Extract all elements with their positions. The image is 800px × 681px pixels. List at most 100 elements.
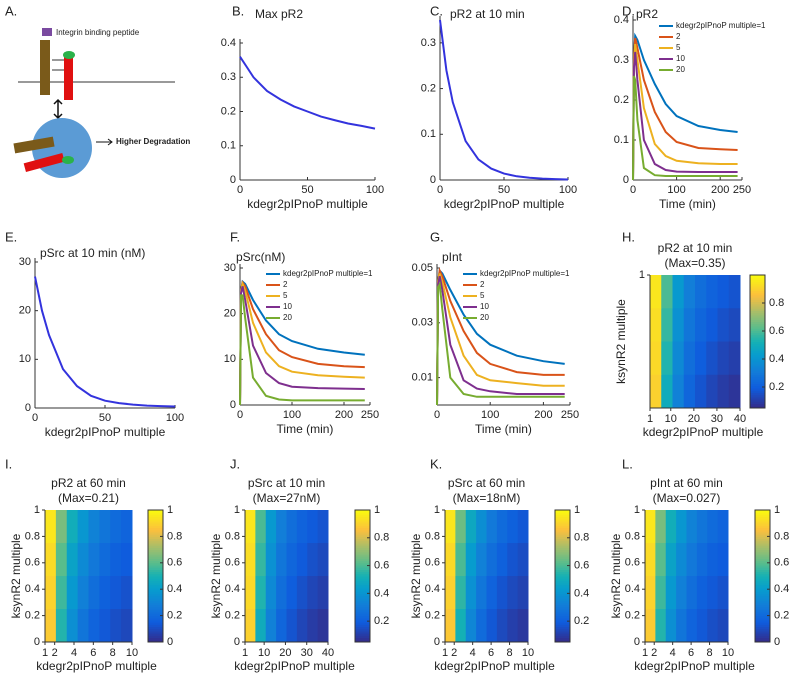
- colorbar-slice: [750, 350, 765, 354]
- colorbar-slice: [555, 538, 570, 542]
- colorbar-slice: [750, 341, 765, 345]
- legend-label: kdegr2pIPnoP multiple=1: [480, 269, 570, 278]
- colorbar-slice: [750, 275, 765, 278]
- heatmap-cell: [121, 510, 133, 544]
- y-axis-label: ksynR2 multiple: [409, 533, 423, 618]
- x-tick-label: 0: [630, 184, 636, 196]
- legend-label: kdegr2pIPnoP multiple=1: [676, 21, 766, 30]
- heatmap-cell: [465, 510, 477, 544]
- heatmap-cell: [650, 275, 662, 309]
- colorbar-slice: [148, 576, 163, 579]
- heatmap-cell: [45, 576, 57, 610]
- y-tick-label: 30: [19, 256, 31, 268]
- colorbar-tick-label: 0.8: [167, 530, 182, 542]
- colorbar-slice: [355, 624, 370, 628]
- heatmap-cell: [296, 543, 308, 577]
- heatmap-cell: [645, 609, 656, 643]
- heatmap-cell: [465, 543, 477, 577]
- colorbar-slice: [355, 611, 370, 614]
- colorbar-slice: [755, 600, 770, 603]
- colorbar-slice: [355, 540, 370, 544]
- heatmap-cell: [317, 609, 329, 643]
- colorbar-tick-label: 1: [774, 504, 780, 516]
- heatmap-cell: [110, 543, 122, 577]
- colorbar-slice: [750, 388, 765, 391]
- colorbar-slice: [555, 565, 570, 568]
- x-tick-label: 40: [734, 413, 746, 425]
- heatmap-cell: [45, 609, 57, 643]
- panel-label: B.: [232, 3, 244, 18]
- colorbar-slice: [355, 602, 370, 606]
- legend-label: 5: [676, 43, 681, 52]
- heatmap-cell: [66, 576, 79, 610]
- colorbar-slice: [555, 560, 570, 564]
- x-tick-label: 0: [237, 184, 243, 196]
- chart-title: pSrc(nM): [236, 250, 285, 264]
- heatmap-cell: [661, 374, 673, 409]
- colorbar-slice: [355, 549, 370, 553]
- colorbar-slice: [555, 534, 570, 537]
- receptor: [13, 136, 55, 154]
- heatmap-cell: [455, 510, 467, 544]
- heatmap-cell: [686, 609, 698, 643]
- colorbar-slice: [148, 613, 163, 617]
- x-tick-label: 6: [90, 647, 96, 659]
- colorbar-slice: [750, 381, 765, 385]
- x-tick-label: 50: [301, 184, 313, 196]
- colorbar-slice: [555, 512, 570, 515]
- colorbar-tick-label: 0.2: [374, 615, 389, 627]
- colorbar-slice: [755, 565, 770, 568]
- panel-label: H.: [622, 229, 635, 244]
- colorbar-tick-label: 0.6: [374, 559, 389, 571]
- heatmap-cell: [655, 576, 667, 610]
- colorbar-slice: [555, 595, 570, 599]
- colorbar-slice: [750, 292, 765, 296]
- chart-subtitle: (Max=0.027): [653, 491, 721, 505]
- colorbar-slice: [555, 635, 570, 639]
- colorbar-slice: [148, 604, 163, 608]
- x-tick-label: 0: [437, 184, 443, 196]
- colorbar-slice: [755, 595, 770, 599]
- colorbar-tick-label: 0.4: [774, 583, 789, 595]
- heatmap-cell: [66, 609, 79, 643]
- colorbar-slice: [148, 637, 163, 641]
- colorbar-slice: [555, 551, 570, 555]
- colorbar-slice: [355, 529, 370, 533]
- legend-label: 2: [676, 32, 681, 41]
- heatmap-cell: [695, 374, 707, 409]
- colorbar-slice: [755, 635, 770, 639]
- colorbar-slice: [750, 286, 765, 289]
- heatmap-cell: [445, 609, 456, 643]
- x-tick-label: 10: [126, 647, 138, 659]
- colorbar-slice: [755, 587, 770, 590]
- heatmap-cell: [66, 543, 79, 577]
- colorbar-slice: [555, 611, 570, 614]
- colorbar-slice: [148, 573, 163, 577]
- heatmap-cell: [707, 609, 719, 643]
- colorbar-slice: [755, 547, 770, 551]
- colorbar-slice: [148, 510, 163, 513]
- colorbar-slice: [755, 543, 770, 546]
- heatmap-cell: [706, 275, 718, 309]
- heatmap-cell: [445, 543, 456, 577]
- colorbar-slice: [555, 562, 570, 566]
- x-tick-label: 10: [258, 647, 270, 659]
- y-tick-label: 1: [34, 504, 40, 516]
- y-tick-label: 1: [434, 504, 440, 516]
- colorbar-slice: [148, 532, 163, 535]
- x-tick-label: 10: [522, 647, 534, 659]
- y-tick-label: 0.8: [25, 530, 40, 542]
- colorbar-slice: [755, 516, 770, 520]
- chart-title: pR2 at 10 min: [658, 241, 733, 255]
- colorbar-slice: [750, 401, 765, 405]
- heatmap-cell: [496, 510, 508, 544]
- heatmap-cell: [121, 576, 133, 610]
- heatmap-cell: [507, 576, 519, 610]
- colorbar-slice: [355, 521, 370, 524]
- colorbar-slice: [750, 403, 765, 407]
- colorbar-slice: [555, 591, 570, 595]
- colorbar-frame: [749, 274, 766, 409]
- colorbar-slice: [755, 558, 770, 562]
- heatmap-cell: [77, 543, 89, 577]
- heatmap-cell: [88, 510, 100, 544]
